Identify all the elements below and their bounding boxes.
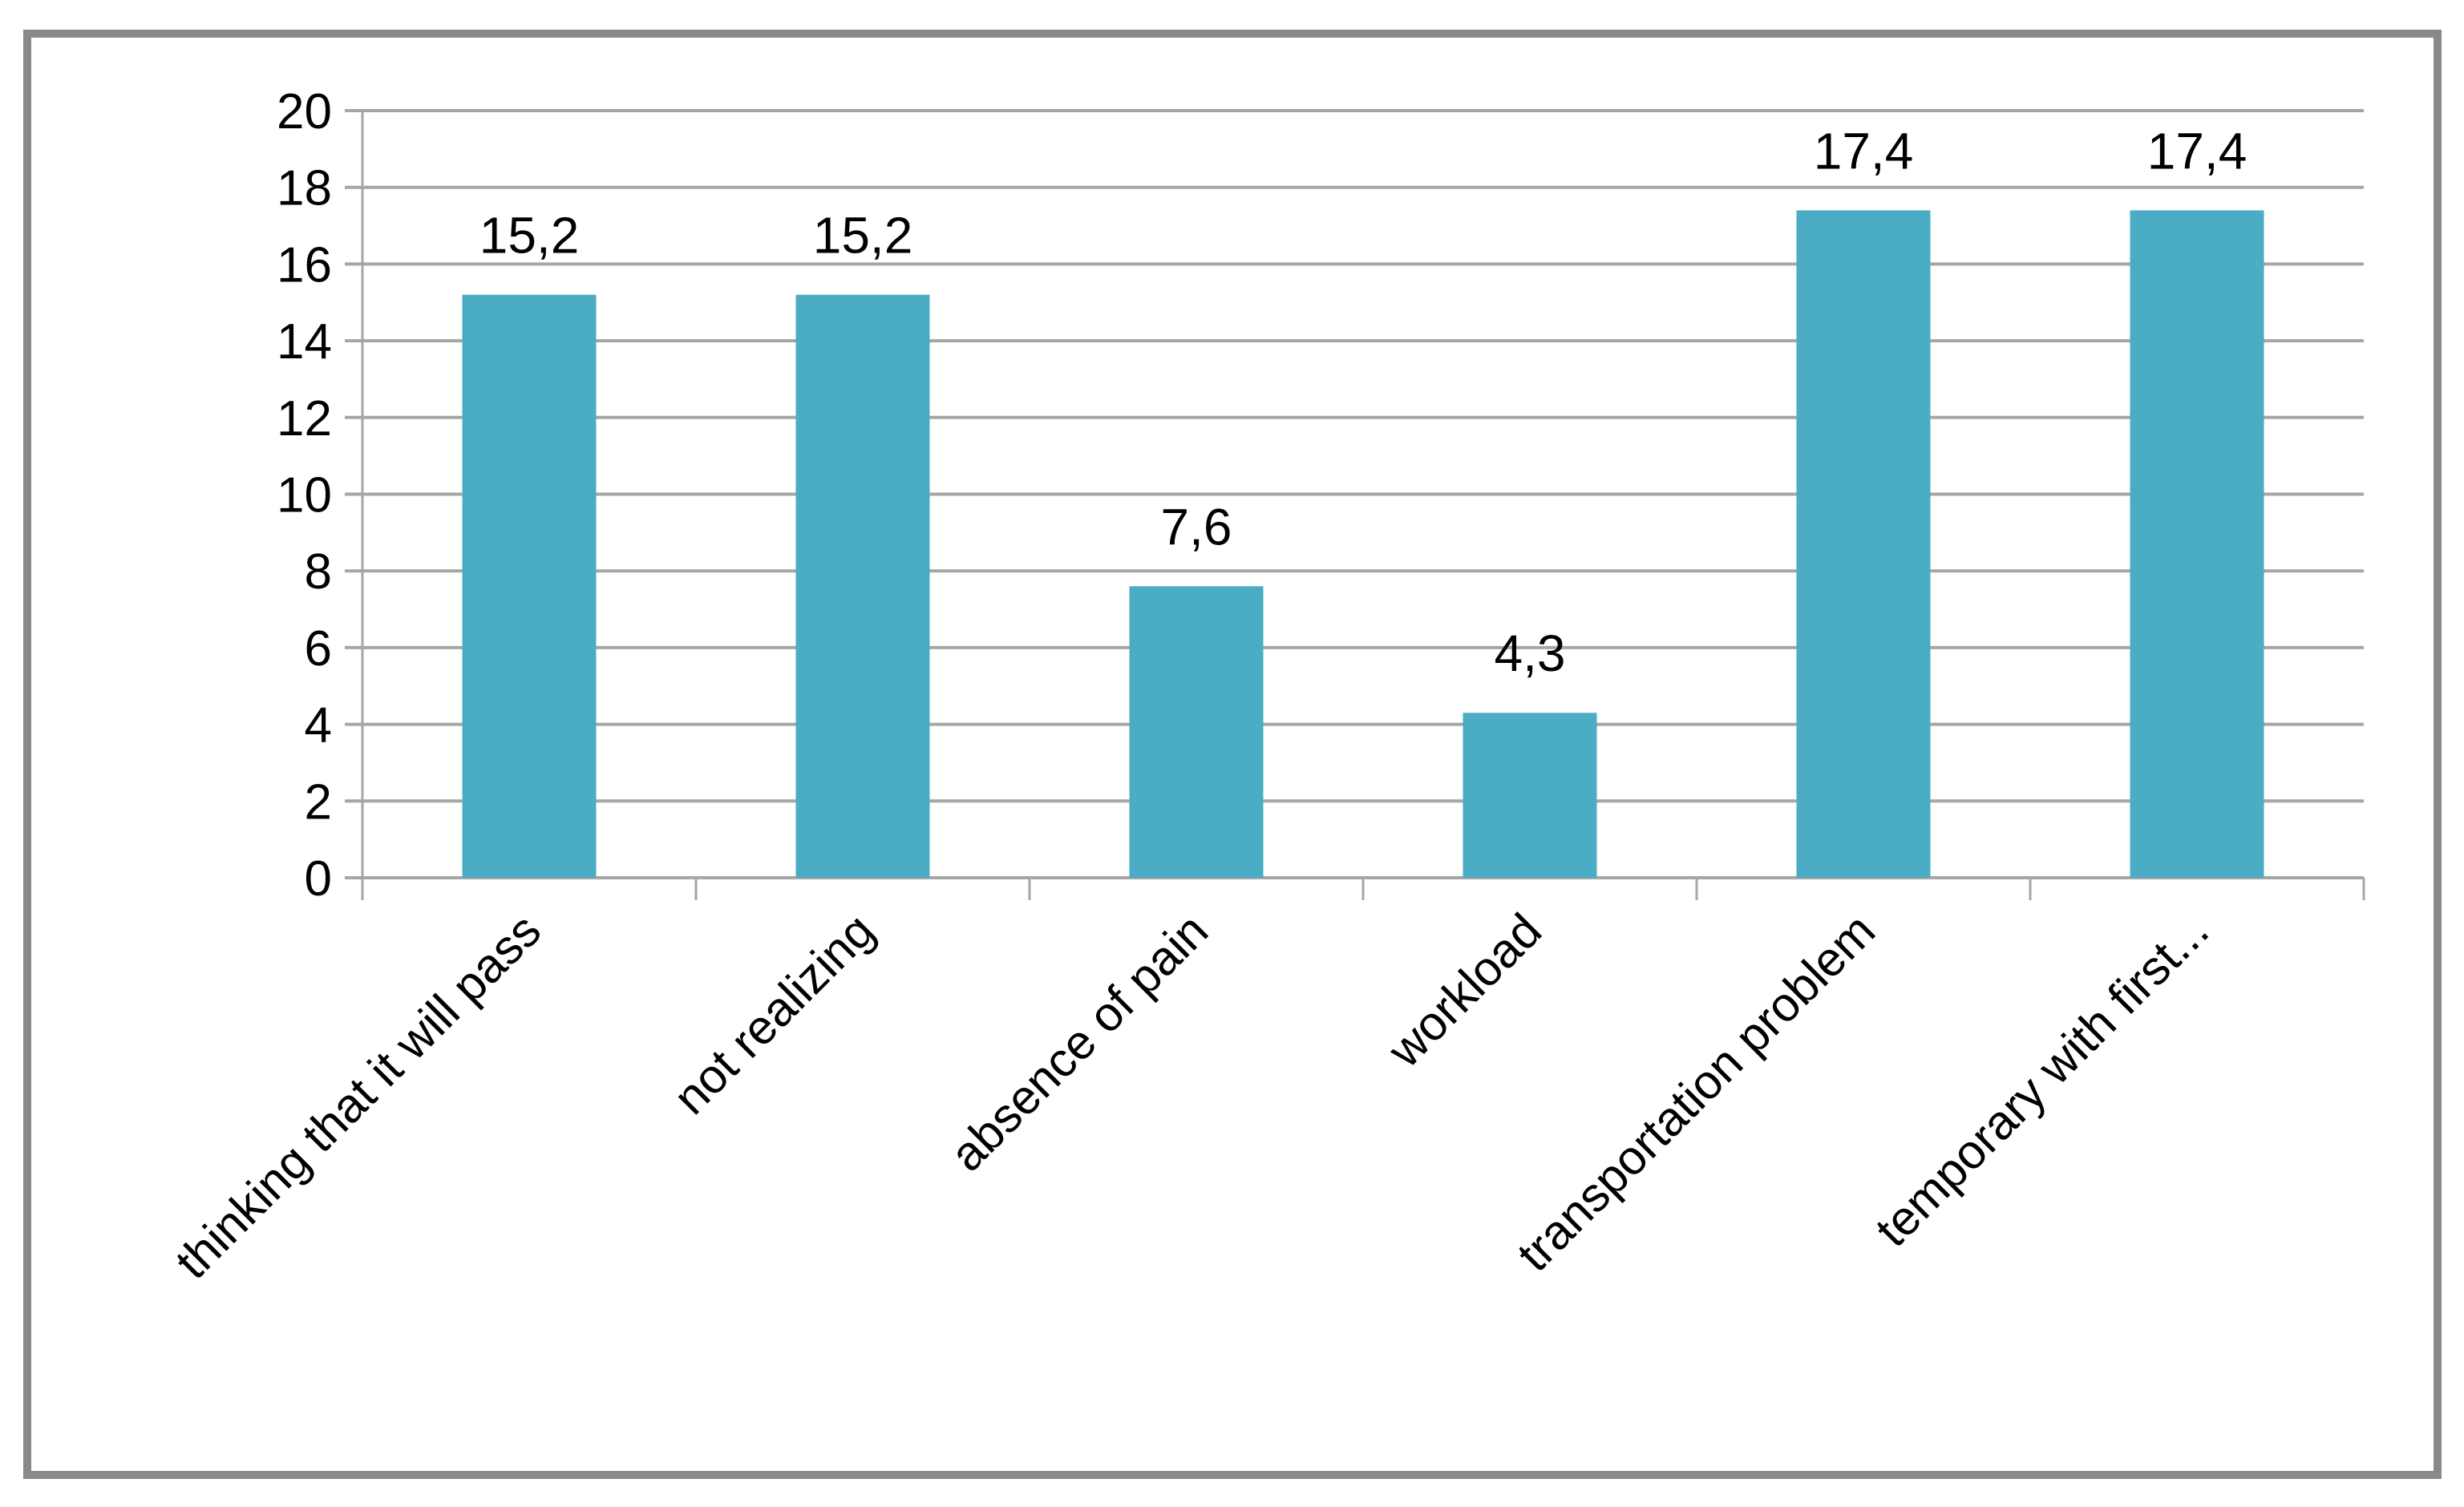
- data-label: 7,6: [1161, 498, 1232, 556]
- data-label: 15,2: [813, 207, 913, 265]
- y-tick-label: 10: [277, 468, 332, 523]
- data-label: 4,3: [1495, 624, 1566, 682]
- y-tick-label: 6: [305, 621, 332, 677]
- bar: [1463, 713, 1597, 878]
- y-tick-label: 2: [305, 774, 332, 830]
- data-label: 17,4: [2147, 122, 2248, 180]
- y-tick-label: 20: [277, 84, 332, 139]
- y-tick-label: 16: [277, 237, 332, 293]
- bar: [2130, 210, 2264, 878]
- bar: [795, 294, 930, 878]
- y-tick-label: 0: [305, 851, 332, 907]
- bar: [1796, 210, 1931, 878]
- bar: [462, 294, 597, 878]
- y-tick-label: 12: [277, 391, 332, 446]
- bar: [1129, 586, 1264, 878]
- y-tick-label: 14: [277, 314, 332, 370]
- data-label: 17,4: [1814, 122, 1914, 180]
- y-tick-label: 8: [305, 544, 332, 600]
- y-tick-label: 4: [305, 698, 332, 754]
- data-label: 15,2: [479, 207, 580, 265]
- y-tick-label: 18: [277, 161, 332, 216]
